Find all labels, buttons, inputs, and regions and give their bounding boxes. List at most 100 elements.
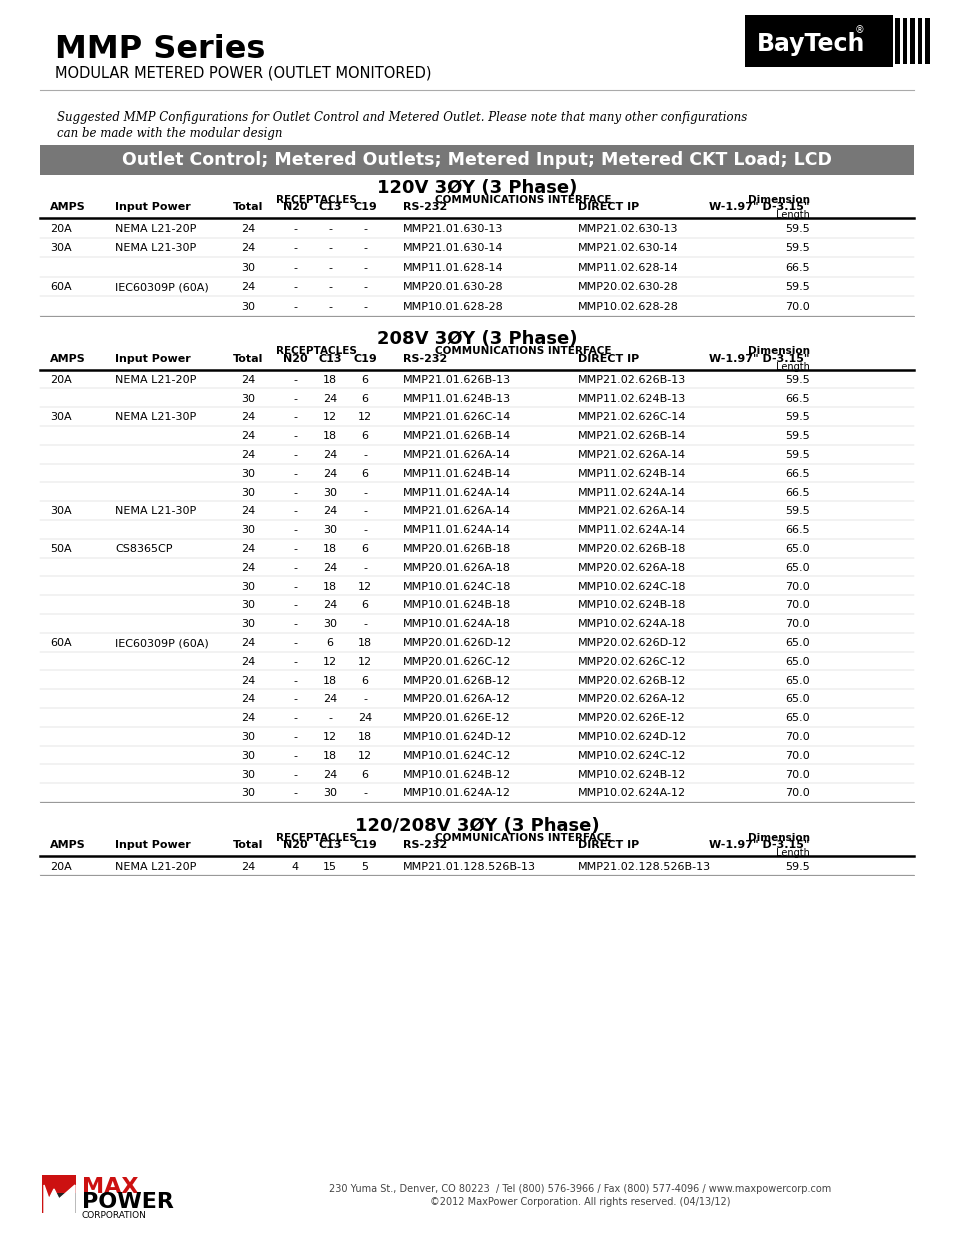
Text: BayTech: BayTech (757, 32, 864, 56)
Text: 18: 18 (357, 638, 372, 648)
Text: DIRECT IP: DIRECT IP (578, 203, 639, 212)
Text: MMP10.02.624D-12: MMP10.02.624D-12 (578, 732, 686, 742)
Text: C13: C13 (318, 353, 341, 363)
Text: NEMA L21-30P: NEMA L21-30P (115, 506, 196, 516)
Text: NEMA L21-30P: NEMA L21-30P (115, 412, 196, 422)
Text: C19: C19 (353, 840, 376, 850)
Text: RECEPTACLES: RECEPTACLES (275, 347, 356, 357)
Text: W-1.97" D-3.15": W-1.97" D-3.15" (709, 353, 809, 363)
Text: MMP20.01.630-28: MMP20.01.630-28 (402, 283, 503, 293)
Text: MMP11.02.624B-13: MMP11.02.624B-13 (578, 394, 685, 404)
Text: 208V 3ØY (3 Phase): 208V 3ØY (3 Phase) (376, 331, 577, 348)
Text: DIRECT IP: DIRECT IP (578, 353, 639, 363)
Text: Input Power: Input Power (115, 840, 191, 850)
Text: MMP20.02.626B-12: MMP20.02.626B-12 (578, 676, 685, 685)
Text: 70.0: 70.0 (784, 788, 809, 799)
Text: RS-232: RS-232 (402, 203, 447, 212)
Text: MMP10.01.624B-18: MMP10.01.624B-18 (402, 600, 511, 610)
Text: MMP20.02.630-28: MMP20.02.630-28 (578, 283, 678, 293)
Text: MMP10.01.624A-12: MMP10.01.624A-12 (402, 788, 511, 799)
Text: 59.5: 59.5 (784, 243, 809, 253)
Text: MAX: MAX (82, 1177, 138, 1197)
Text: 30: 30 (241, 469, 254, 479)
Text: MMP10.02.628-28: MMP10.02.628-28 (578, 301, 679, 311)
Text: 70.0: 70.0 (784, 600, 809, 610)
Text: DIRECT IP: DIRECT IP (578, 840, 639, 850)
Text: 24: 24 (240, 694, 254, 704)
Text: -: - (363, 450, 367, 461)
Text: 30A: 30A (50, 243, 71, 253)
Text: -: - (363, 243, 367, 253)
Text: RECEPTACLES: RECEPTACLES (275, 832, 356, 844)
Text: 59.5: 59.5 (784, 375, 809, 385)
Text: -: - (293, 769, 296, 779)
Text: MMP21.02.128.526B-13: MMP21.02.128.526B-13 (578, 862, 710, 872)
Text: 12: 12 (323, 732, 336, 742)
Text: MMP21.02.626A-14: MMP21.02.626A-14 (578, 506, 685, 516)
Text: 24: 24 (240, 450, 254, 461)
Text: 120V 3ØY (3 Phase): 120V 3ØY (3 Phase) (376, 179, 577, 198)
Text: 24: 24 (240, 657, 254, 667)
Text: -: - (328, 714, 332, 724)
Text: 24: 24 (322, 769, 336, 779)
Bar (40, 144, 913, 175)
Text: 60A: 60A (50, 283, 71, 293)
Text: -: - (363, 283, 367, 293)
Text: 12: 12 (357, 582, 372, 592)
Bar (902, 19, 906, 64)
Bar (55, 1193, 76, 1213)
Text: 24: 24 (322, 600, 336, 610)
Text: 70.0: 70.0 (784, 619, 809, 630)
Polygon shape (44, 1186, 75, 1216)
Text: -: - (363, 263, 367, 273)
Text: MMP21.01.626B-14: MMP21.01.626B-14 (402, 431, 511, 441)
Text: MMP10.02.624A-18: MMP10.02.624A-18 (578, 619, 685, 630)
Text: -: - (363, 301, 367, 311)
Text: 66.5: 66.5 (784, 469, 809, 479)
Text: MMP20.01.626A-18: MMP20.01.626A-18 (402, 563, 511, 573)
Text: 24: 24 (240, 638, 254, 648)
Text: MMP21.01.128.526B-13: MMP21.01.128.526B-13 (402, 862, 536, 872)
Text: -: - (293, 375, 296, 385)
Text: 59.5: 59.5 (784, 412, 809, 422)
Text: -: - (293, 243, 296, 253)
Text: -: - (293, 263, 296, 273)
Text: 65.0: 65.0 (784, 694, 809, 704)
Text: 6: 6 (361, 431, 368, 441)
Text: MMP11.01.628-14: MMP11.01.628-14 (402, 263, 503, 273)
Text: 30: 30 (241, 788, 254, 799)
Text: RS-232: RS-232 (402, 840, 447, 850)
Text: 59.5: 59.5 (784, 431, 809, 441)
Text: -: - (293, 582, 296, 592)
Text: MMP20.01.626E-12: MMP20.01.626E-12 (402, 714, 510, 724)
Text: -: - (293, 657, 296, 667)
Text: 60A: 60A (50, 638, 71, 648)
Text: 66.5: 66.5 (784, 488, 809, 498)
Text: 24: 24 (240, 862, 254, 872)
Bar (894, 19, 899, 64)
Text: ®: ® (854, 25, 863, 35)
Text: N20: N20 (282, 840, 307, 850)
Bar (744, 15, 892, 67)
Text: 18: 18 (323, 676, 336, 685)
Text: CS8365CP: CS8365CP (115, 545, 172, 555)
Text: -: - (328, 283, 332, 293)
Text: 12: 12 (357, 657, 372, 667)
Text: MMP21.01.630-14: MMP21.01.630-14 (402, 243, 503, 253)
Text: NEMA L21-20P: NEMA L21-20P (115, 862, 196, 872)
Text: 65.0: 65.0 (784, 657, 809, 667)
Text: 230 Yuma St., Denver, CO 80223  / Tel (800) 576-3966 / Fax (800) 577-4096 / www.: 230 Yuma St., Denver, CO 80223 / Tel (80… (329, 1184, 830, 1194)
Text: 59.5: 59.5 (784, 283, 809, 293)
Text: Length: Length (776, 362, 809, 372)
Text: COMMUNICATIONS INTERFACE: COMMUNICATIONS INTERFACE (435, 832, 611, 844)
Text: 24: 24 (240, 412, 254, 422)
Text: MMP10.01.624A-18: MMP10.01.624A-18 (402, 619, 511, 630)
Text: 12: 12 (323, 412, 336, 422)
Text: 30: 30 (241, 301, 254, 311)
Text: COMMUNICATIONS INTERFACE: COMMUNICATIONS INTERFACE (435, 195, 611, 205)
Text: Length: Length (776, 848, 809, 858)
Text: W-1.97" D-3.15": W-1.97" D-3.15" (709, 203, 809, 212)
Text: C13: C13 (318, 840, 341, 850)
Text: 50A: 50A (50, 545, 71, 555)
Text: -: - (328, 243, 332, 253)
